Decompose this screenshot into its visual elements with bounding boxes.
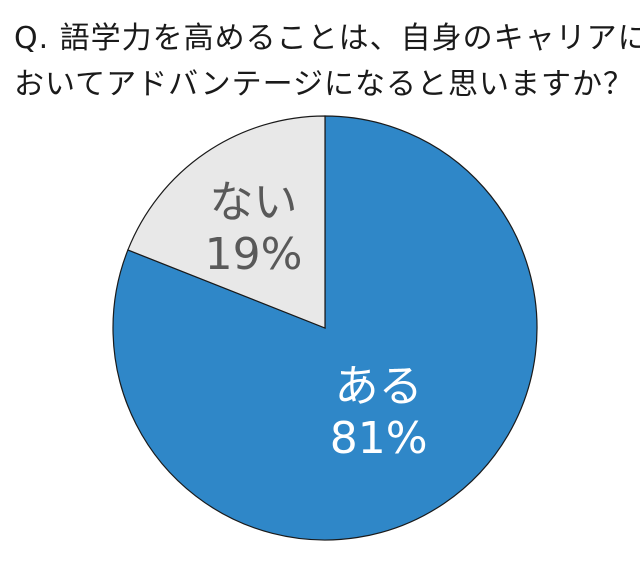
slice-value-label-0: 81%	[330, 413, 428, 464]
slice-value-label-1: 19%	[205, 229, 303, 280]
chart-title: Q. 語学力を高めることは、自身のキャリアに おいてアドバンテージになると思いま…	[14, 16, 640, 108]
slice-label-1: ない	[210, 177, 298, 228]
pie-slice-1	[127, 115, 326, 329]
chart-title-line-2: おいてアドバンテージになると思いますか？	[14, 67, 634, 102]
slice-label-0: ある	[335, 361, 423, 412]
chart-title-line-1: Q. 語学力を高めることは、自身のキャリアに	[14, 21, 640, 56]
